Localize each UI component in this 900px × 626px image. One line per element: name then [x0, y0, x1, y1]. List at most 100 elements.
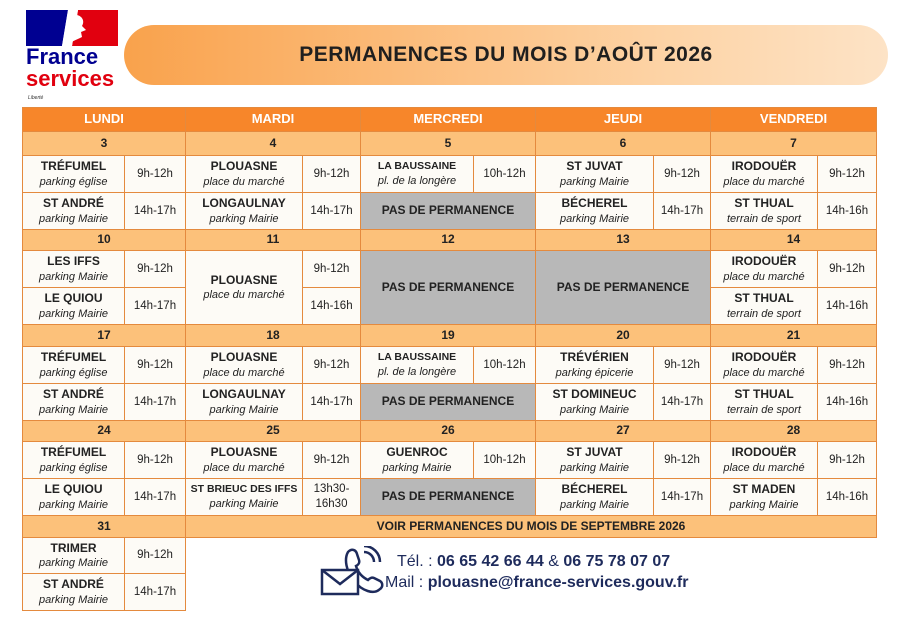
place-name: LES IFFS: [47, 254, 100, 269]
day-header: LUNDI: [22, 107, 186, 132]
hours-cell: 14h-16h: [817, 383, 877, 421]
hours-cell: 14h-17h: [124, 383, 186, 421]
place-name: BÉCHEREL: [561, 482, 628, 497]
place-detail: terrain de sport: [727, 403, 801, 416]
place-detail: parking Mairie: [38, 270, 109, 283]
place-cell: IRODOUËR place du marché: [710, 441, 818, 479]
place-detail: terrain de sport: [727, 307, 801, 320]
place-detail: place du marché: [203, 175, 285, 188]
place-detail: place du marché: [723, 270, 805, 283]
logo-line1: France: [26, 44, 99, 69]
place-name: ST DOMINEUC: [552, 387, 637, 402]
place-cell: TRÉFUMEL parking église: [22, 441, 125, 479]
date-cell: 18: [185, 324, 361, 347]
place-detail: parking Mairie: [382, 461, 452, 474]
place-cell: PLOUASNE place du marché: [185, 155, 303, 193]
place-name: LE QUIOU: [44, 482, 103, 497]
phone-label: Tél. :: [397, 553, 433, 570]
place-cell: ST DOMINEUC parking Mairie: [535, 383, 654, 421]
date-cell: 24: [22, 420, 186, 442]
hours-cell: 9h-12h: [124, 537, 186, 574]
date-cell: 28: [710, 420, 877, 442]
place-name: ST ANDRÉ: [43, 577, 104, 592]
place-cell: IRODOUËR place du marché: [710, 250, 818, 288]
date-cell: 3: [22, 131, 186, 156]
place-cell: ST THUAL terrain de sport: [710, 192, 818, 230]
date-cell: 17: [22, 324, 186, 347]
place-cell: ST JUVAT parking Mairie: [535, 441, 654, 479]
date-cell: 25: [185, 420, 361, 442]
place-name: GUENROC: [386, 445, 448, 460]
mail-address: plouasne@france-services.gouv.fr: [427, 574, 689, 591]
hours-cell: 9h-12h: [653, 441, 711, 479]
place-name: LE QUIOU: [44, 291, 103, 306]
place-detail: parking église: [39, 461, 108, 474]
hours-cell: 10h-12h: [473, 155, 536, 193]
place-detail: place du marché: [723, 175, 805, 188]
hours-cell: 9h-12h: [653, 346, 711, 384]
place-cell: TRÉFUMEL parking église: [22, 155, 125, 193]
place-detail: parking église: [39, 175, 108, 188]
logo-flag: [26, 10, 118, 46]
place-cell: TRIMER parking Mairie: [22, 537, 125, 574]
place-name: TRÉVÉRIEN: [560, 350, 629, 365]
hours-cell: 9h-12h: [124, 250, 186, 288]
place-name: TRÉFUMEL: [40, 350, 107, 365]
place-detail: parking Mairie: [559, 461, 630, 474]
contact-icon: [320, 546, 384, 596]
place-detail: parking Mairie: [38, 212, 109, 225]
contact-mail: Mail : plouasne@france-services.gouv.fr: [385, 574, 688, 592]
place-detail: place du marché: [723, 366, 805, 379]
contact-phone: Tél. : 06 65 42 66 44 & 06 75 78 07 07: [397, 553, 670, 571]
place-detail: parking Mairie: [38, 593, 109, 606]
date-cell: 7: [710, 131, 877, 156]
hours-cell: 14h-16h: [817, 192, 877, 230]
place-name: LA BAUSSAINE: [377, 160, 457, 173]
date-cell: 13: [535, 229, 711, 251]
place-detail: parking Mairie: [209, 403, 279, 416]
place-cell: ST JUVAT parking Mairie: [535, 155, 654, 193]
hours-cell: 10h-12h: [473, 441, 536, 479]
date-cell: 31: [22, 515, 186, 538]
date-cell: 20: [535, 324, 711, 347]
closed-cell: PAS DE PERMANENCE: [360, 478, 536, 516]
hours-cell: 14h-17h: [302, 192, 361, 230]
date-cell: 14: [710, 229, 877, 251]
place-cell: LA BAUSSAINE pl. de la longère: [360, 346, 474, 384]
place-name: IRODOUËR: [731, 254, 797, 269]
date-cell: 26: [360, 420, 536, 442]
place-name: TRIMER: [50, 540, 97, 555]
place-cell: TRÉVÉRIEN parking épicerie: [535, 346, 654, 384]
place-name: IRODOUËR: [731, 350, 797, 365]
place-detail: place du marché: [723, 461, 805, 474]
place-name: ST ANDRÉ: [43, 196, 104, 211]
place-name: ST ANDRÉ: [43, 387, 104, 402]
hours-cell: 14h-17h: [124, 573, 186, 611]
closed-cell: PAS DE PERMANENCE: [360, 383, 536, 421]
date-cell: 21: [710, 324, 877, 347]
place-detail: parking Mairie: [559, 212, 630, 225]
hours-cell: 10h-12h: [473, 346, 536, 384]
place-detail: parking Mairie: [38, 307, 109, 320]
place-detail: parking Mairie: [38, 557, 109, 570]
place-cell: LONGAULNAY parking Mairie: [185, 192, 303, 230]
date-cell: 11: [185, 229, 361, 251]
place-cell: LE QUIOU parking Mairie: [22, 287, 125, 325]
phone-and: &: [548, 553, 559, 570]
hours-cell: 14h-17h: [653, 192, 711, 230]
place-name: LONGAULNAY: [202, 387, 286, 402]
place-cell: IRODOUËR place du marché: [710, 346, 818, 384]
hours-cell: 13h30-16h30: [302, 478, 361, 516]
place-detail: parking Mairie: [38, 498, 109, 511]
place-cell: LE QUIOU parking Mairie: [22, 478, 125, 516]
hours-cell: 9h-12h: [653, 155, 711, 193]
place-cell: ST BRIEUC DES IFFS parking Mairie: [185, 478, 303, 516]
place-detail: pl. de la longère: [377, 174, 457, 187]
place-detail: parking Mairie: [209, 497, 279, 510]
hours-cell: 14h-16h: [817, 287, 877, 325]
place-cell: ST ANDRÉ parking Mairie: [22, 383, 125, 421]
hours-cell: 14h-17h: [653, 478, 711, 516]
place-detail: parking Mairie: [559, 498, 630, 511]
place-cell: ST ANDRÉ parking Mairie: [22, 573, 125, 611]
